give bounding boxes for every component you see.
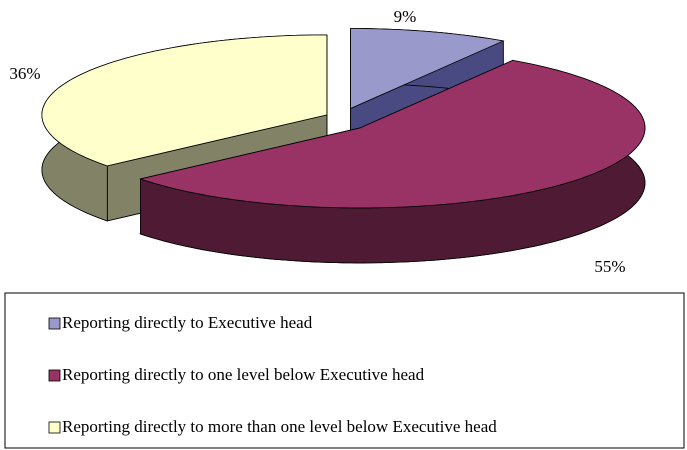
legend-label: Reporting directly to Executive head <box>62 313 313 332</box>
slice-top <box>350 28 505 110</box>
legend-label: Reporting directly to more than one leve… <box>62 417 497 436</box>
legend-swatch <box>48 421 61 434</box>
data-label: 9% <box>394 7 417 26</box>
slice <box>41 34 328 222</box>
slice-top <box>138 59 646 209</box>
legend-swatch <box>48 317 61 330</box>
data-label: 55% <box>594 257 625 276</box>
legend-swatch <box>48 369 61 382</box>
legend-box <box>4 292 685 449</box>
slice <box>138 59 646 264</box>
data-label: 36% <box>9 64 40 83</box>
legend-label: Reporting directly to one level below Ex… <box>62 365 425 384</box>
slice-top <box>41 34 328 167</box>
